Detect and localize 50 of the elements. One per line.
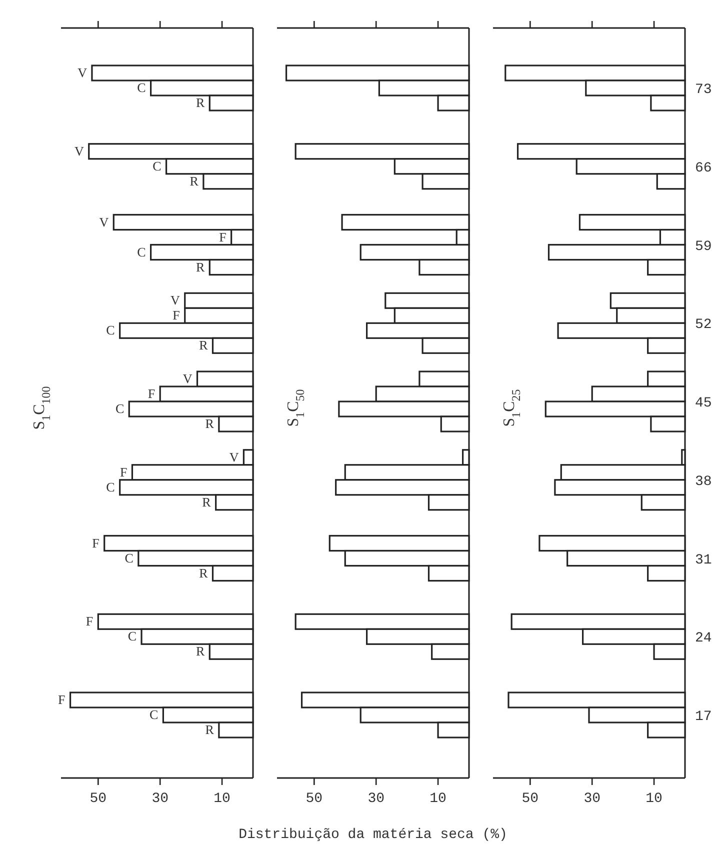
text: F xyxy=(86,614,94,629)
text: F xyxy=(92,535,100,550)
text: R xyxy=(190,173,198,188)
series-label: V xyxy=(78,65,88,80)
x-tick-label: 50 xyxy=(522,791,539,807)
text: V xyxy=(99,214,109,230)
text: C xyxy=(152,158,162,174)
x-tick-label: 10 xyxy=(430,791,446,807)
text: C xyxy=(137,244,146,260)
text: R xyxy=(205,722,214,737)
series-label: F xyxy=(219,229,226,244)
text: C xyxy=(106,479,115,494)
x-tick-label: 30 xyxy=(368,791,385,807)
x-tick-label: 30 xyxy=(584,791,601,807)
y-tick-label: 59 xyxy=(695,238,712,255)
text: R xyxy=(202,494,211,510)
y-tick-label: 17 xyxy=(695,709,712,725)
text: V xyxy=(229,449,239,464)
y-tick-label: 52 xyxy=(695,317,712,334)
series-label: C xyxy=(137,80,146,95)
text: R xyxy=(196,259,205,274)
x-axis-title: Distribuição da matéria seca (%) xyxy=(238,827,508,843)
y-tick-label: 66 xyxy=(695,160,712,176)
x-tick-label: 50 xyxy=(90,791,107,807)
x-tick-label: 30 xyxy=(152,791,169,807)
y-tick-label: 73 xyxy=(695,82,712,98)
text: C xyxy=(124,550,134,566)
text: R xyxy=(199,338,208,353)
text: V xyxy=(74,143,84,158)
text: C xyxy=(106,322,115,338)
text: R xyxy=(196,644,205,659)
x-tick-label: 10 xyxy=(214,791,230,807)
text: V xyxy=(182,371,192,386)
y-tick-label: 31 xyxy=(695,552,712,568)
y-tick-label: 38 xyxy=(695,474,712,490)
x-tick-label: 10 xyxy=(646,791,662,807)
text: C xyxy=(128,628,137,644)
x-tick-label: 50 xyxy=(306,791,323,807)
y-tick-label: 24 xyxy=(695,630,712,647)
text: R xyxy=(205,416,214,431)
y-tick-label: 45 xyxy=(695,396,712,412)
text: F xyxy=(120,464,128,480)
text: F xyxy=(58,692,66,707)
text: R xyxy=(199,565,208,580)
text: F xyxy=(148,386,156,401)
text: V xyxy=(170,292,180,308)
text: C xyxy=(115,401,124,416)
text: C xyxy=(150,707,158,722)
series-label: R xyxy=(196,95,205,110)
text: F xyxy=(172,308,180,323)
